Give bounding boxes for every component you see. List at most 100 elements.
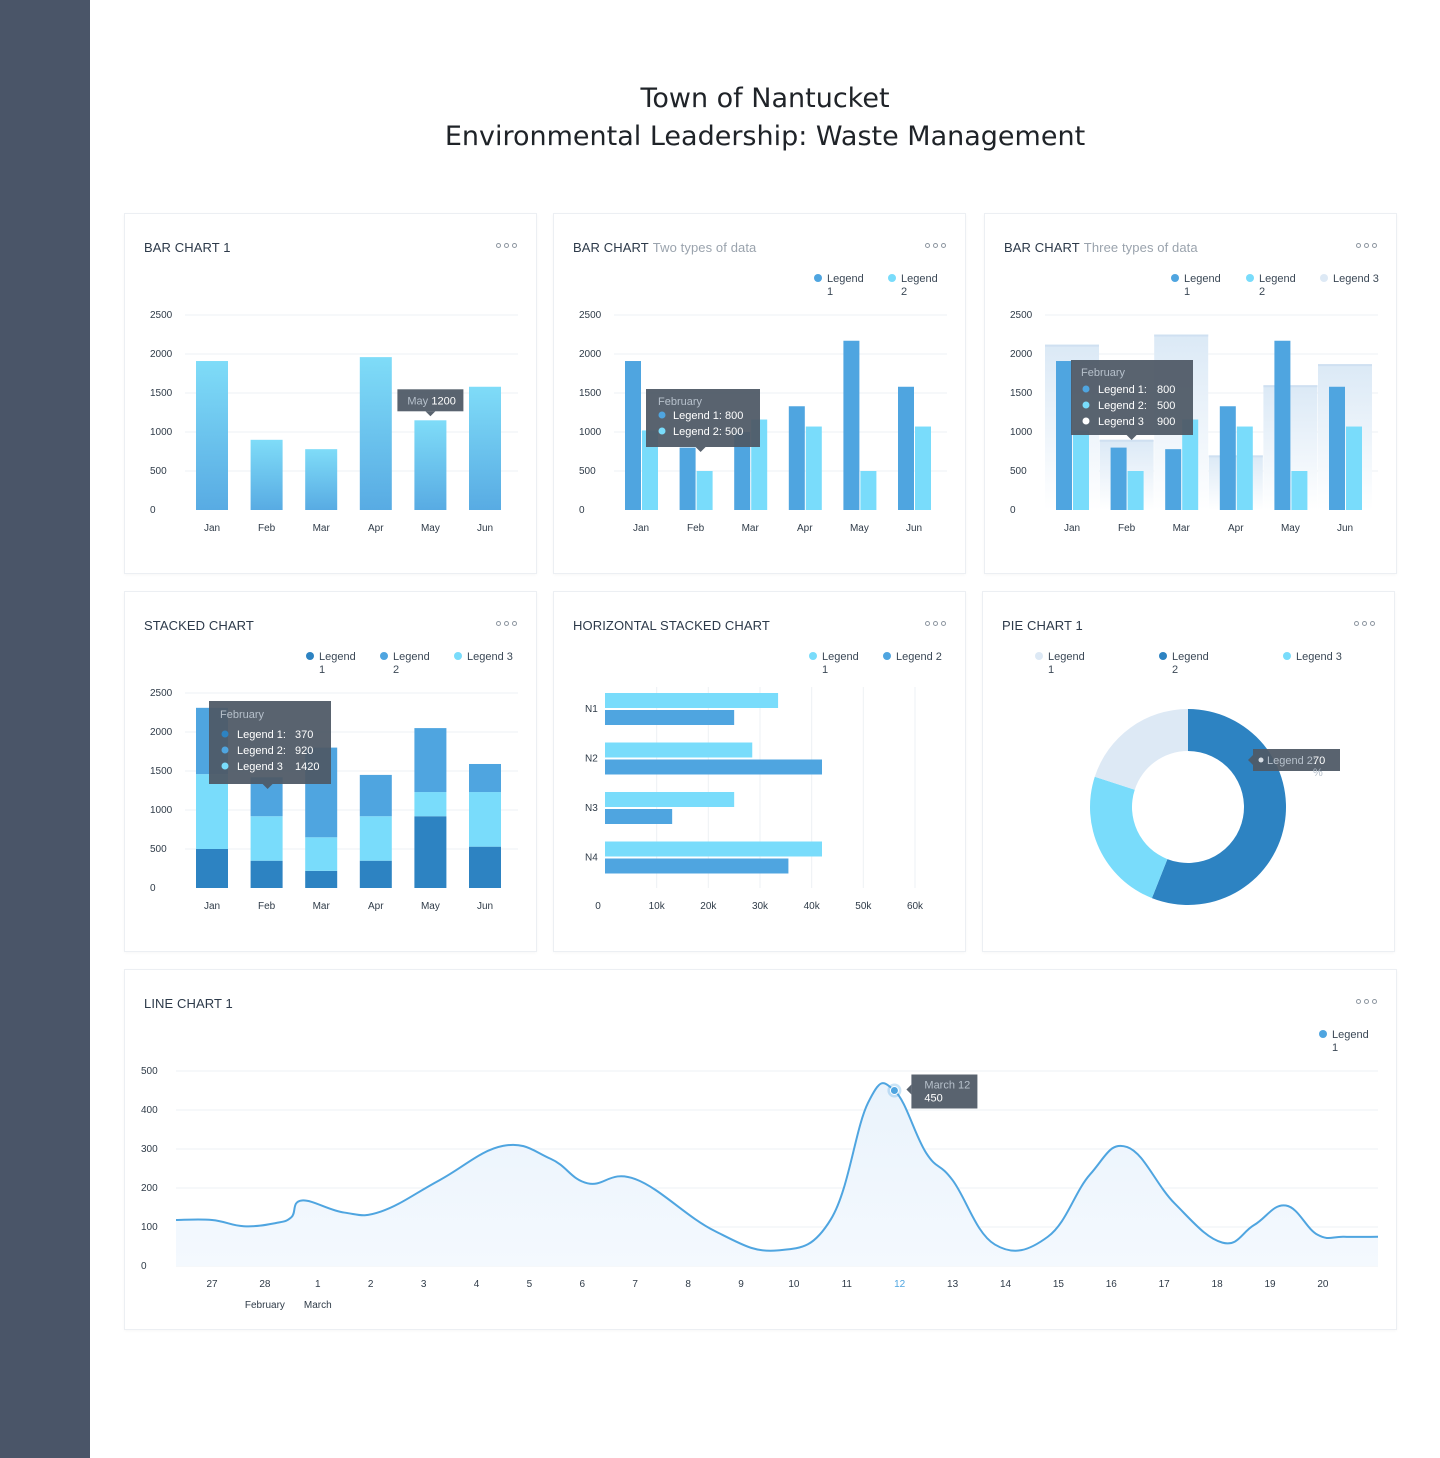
legend-marker <box>888 274 896 282</box>
y-tick-label: 2500 <box>150 688 173 699</box>
bar-segment <box>196 849 228 888</box>
tooltip-arrow <box>262 784 273 789</box>
highlight-point <box>889 1086 899 1095</box>
legend-label: Legend 1 <box>1048 651 1085 676</box>
bar <box>605 759 822 775</box>
bar <box>1274 340 1291 510</box>
x-tick-label: 14 <box>1000 1279 1012 1290</box>
y-tick-label: 1000 <box>150 805 173 816</box>
x-tick-label: Jun <box>906 523 922 534</box>
bar-segment <box>414 792 447 817</box>
tooltip-label: Legend 1: <box>1098 384 1147 396</box>
y-tick-label: 0 <box>141 1261 147 1272</box>
legend-label: Legend 2 <box>901 273 938 298</box>
x-tick-label: 6 <box>580 1279 586 1290</box>
card-title: HORIZONTAL STACKED CHART <box>573 618 770 633</box>
tooltip-value: 370 <box>295 729 313 741</box>
y-tick-label: N4 <box>585 853 598 864</box>
card-title: STACKED CHART <box>144 618 254 633</box>
x-tick-label: Jan <box>204 523 220 534</box>
y-tick-label: 0 <box>1010 505 1016 516</box>
tooltip-label: Legend 2: <box>673 426 722 438</box>
y-tick-label: 200 <box>141 1183 158 1194</box>
more-dots-icon[interactable] <box>1356 240 1378 250</box>
bar <box>1073 430 1089 510</box>
y-tick-label: 1000 <box>150 427 173 438</box>
tooltip-value: 450 <box>924 1093 942 1105</box>
x-tick-label: Feb <box>687 523 705 534</box>
tooltip-marker <box>1082 401 1090 409</box>
x-tick-label: 12 <box>894 1279 906 1290</box>
legend-label: Legend 1 <box>1332 1029 1369 1054</box>
x-tick-label: Apr <box>368 523 384 534</box>
bar-segment <box>359 816 392 861</box>
tooltip <box>911 1074 978 1109</box>
y-tick-label: 100 <box>141 1222 158 1233</box>
y-tick-label: 500 <box>150 844 167 855</box>
stacked-chart-card: STACKED CHART 0 500 1000 1500 2000 2500 Legend… <box>124 591 537 952</box>
legend-marker <box>454 652 462 660</box>
legend-label: Legend 2 <box>1259 273 1296 298</box>
card-title: BAR CHART Two types of data <box>573 240 757 255</box>
more-dots-icon[interactable] <box>925 240 947 250</box>
x-tick-label: 8 <box>685 1279 691 1290</box>
bar-chart-two-types-card: BAR CHART Two types of data 0 500 1000 1500 2… <box>553 213 966 574</box>
y-tick-label: 1500 <box>1010 388 1033 399</box>
tooltip-label: Legend 3 <box>237 761 283 773</box>
bar <box>843 340 860 510</box>
more-dots-icon[interactable] <box>496 618 518 628</box>
x-tick-label: Jan <box>633 523 649 534</box>
tooltip-suffix: % <box>1313 767 1323 779</box>
tooltip <box>1253 749 1340 771</box>
legend-marker <box>809 652 817 660</box>
tooltip <box>646 389 760 447</box>
bar-segment <box>359 860 392 888</box>
x-tick-label: 5 <box>527 1279 533 1290</box>
card-title: BAR CHART Three types of data <box>1004 240 1198 255</box>
tooltip-arrow <box>425 411 436 417</box>
bar-segment <box>469 846 501 888</box>
legend-label: Legend 3 <box>1333 273 1379 285</box>
bar <box>805 426 822 510</box>
x-tick-label: 3 <box>421 1279 427 1290</box>
y-tick-label: 500 <box>1010 466 1027 477</box>
tooltip-marker <box>1258 757 1264 763</box>
bar <box>605 841 822 857</box>
more-dots-icon[interactable] <box>496 240 518 250</box>
more-dots-icon[interactable] <box>1356 996 1378 1006</box>
x-tick-label: May <box>850 523 869 534</box>
bar-segment <box>469 792 501 847</box>
card-title: BAR CHART 1 <box>144 240 231 255</box>
tooltip-label: Legend 1: <box>673 410 722 422</box>
tooltip-value: 500 <box>1157 400 1175 412</box>
tooltip-arrow <box>695 447 706 452</box>
page-title-line-2: Environmental Leadership: Waste Manageme… <box>444 121 1086 152</box>
y-tick-label: 1000 <box>1010 427 1033 438</box>
bar <box>1236 426 1253 510</box>
x-tick-label: 20 <box>1317 1279 1329 1290</box>
tooltip-value: 800 <box>1157 384 1175 396</box>
more-dots-icon[interactable] <box>1354 618 1376 628</box>
x-tick-label: 19 <box>1264 1279 1276 1290</box>
horizontal-stacked-chart-card: HORIZONTAL STACKED CHART Legend 1 Legend 2… <box>553 591 966 952</box>
tooltip-value: 1200 <box>431 395 455 407</box>
card-subtitle: Two types of data <box>652 240 757 255</box>
y-tick-label: 1500 <box>150 388 173 399</box>
bar <box>679 447 696 510</box>
bar <box>1291 471 1308 510</box>
bar-chart-three-types: 0 500 1000 1500 2000 2500 Legend 1 Legend 2 Legend… <box>1010 273 1379 534</box>
tooltip-value: 1420 <box>295 761 319 773</box>
tooltip-label: May <box>407 395 428 407</box>
x-tick-label: May <box>1281 523 1300 534</box>
card-subtitle: Three types of data <box>1083 240 1198 255</box>
x-tick-label: Mar <box>313 901 331 912</box>
y-tick-label: 2000 <box>1010 349 1033 360</box>
tooltip-value: 500 <box>725 426 743 438</box>
y-tick-label: 0 <box>150 883 156 894</box>
more-dots-icon[interactable] <box>925 618 947 628</box>
legend-marker <box>1246 274 1254 282</box>
horizontal-stacked-chart: Legend 1 Legend 2 0 10k 20k 30k 40k 50k 60k N1 N2 N3… <box>585 651 942 912</box>
bar <box>305 449 338 510</box>
bar <box>1182 419 1199 510</box>
tooltip-header: February <box>1081 367 1126 379</box>
